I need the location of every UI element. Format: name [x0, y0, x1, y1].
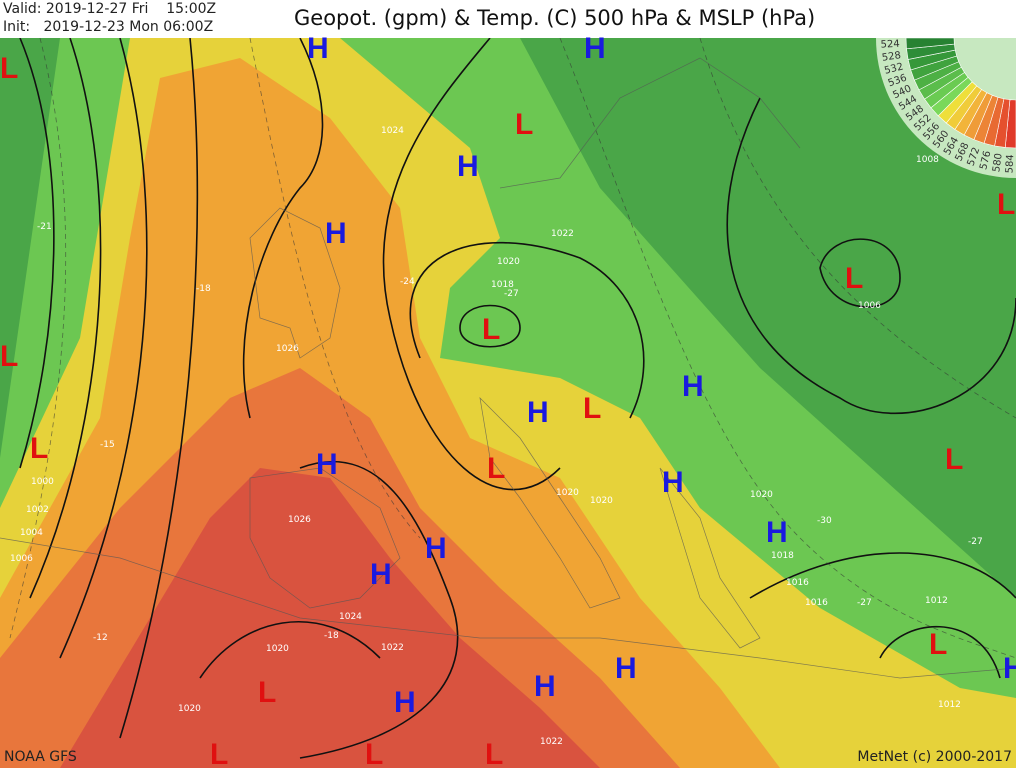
- low-pressure-center: L: [0, 340, 19, 373]
- contour-label: 1006: [10, 554, 33, 564]
- contour-label: 1020: [178, 704, 201, 714]
- contour-label: 1016: [786, 578, 809, 588]
- contour-label: 1026: [276, 344, 299, 354]
- contour-label: -24: [400, 277, 415, 287]
- low-pressure-center: L: [258, 676, 277, 709]
- contour-label: 1020: [590, 496, 613, 506]
- legend-swatch: [905, 38, 955, 50]
- high-pressure-center: H: [1003, 652, 1016, 685]
- data-source: NOAA GFS: [4, 749, 77, 765]
- contour-label: 1000: [31, 477, 54, 487]
- contour-label: 1016: [805, 598, 828, 608]
- contour-label: -18: [196, 284, 211, 294]
- high-pressure-center: H: [527, 396, 549, 429]
- low-pressure-center: L: [0, 52, 19, 85]
- contour-label: 1022: [551, 229, 574, 239]
- low-pressure-center: L: [515, 108, 534, 141]
- high-pressure-center: H: [425, 532, 447, 565]
- valid-time: Valid: 2019-12-27 Fri 15:00Z: [3, 1, 217, 17]
- low-pressure-center: L: [845, 262, 864, 295]
- high-pressure-center: H: [766, 516, 788, 549]
- legend-value: 584: [1004, 154, 1016, 174]
- contour-label: -27: [968, 537, 983, 547]
- weather-map: [0, 38, 1016, 768]
- contour-label: 1020: [556, 488, 579, 498]
- low-pressure-center: L: [485, 738, 504, 771]
- contour-label: -21: [37, 222, 52, 232]
- high-pressure-center: H: [615, 652, 637, 685]
- legend-value: 532: [883, 61, 904, 76]
- high-pressure-center: H: [457, 150, 479, 183]
- contour-label: 1020: [750, 490, 773, 500]
- contour-label: 1018: [771, 551, 794, 561]
- contour-label: 1018: [491, 280, 514, 290]
- legend-value: 580: [991, 152, 1005, 173]
- isobars: [19, 38, 1016, 759]
- copyright: MetNet (c) 2000-2017: [857, 749, 1012, 765]
- low-pressure-center: L: [487, 452, 506, 485]
- coastlines: [0, 57, 1016, 679]
- very-hot-band: [60, 468, 600, 768]
- contour-label: 1002: [26, 505, 49, 515]
- contour-label: 1022: [540, 737, 563, 747]
- low-pressure-center: L: [482, 313, 501, 346]
- high-pressure-center: H: [662, 466, 684, 499]
- contour-label: 1006: [858, 301, 881, 311]
- contour-label: 1004: [20, 528, 43, 538]
- contour-label: -30: [817, 516, 832, 526]
- contour-label: 1020: [266, 644, 289, 654]
- contour-label: -27: [504, 289, 519, 299]
- contour-label: 1012: [925, 596, 948, 606]
- contour-label: -12: [93, 633, 108, 643]
- legend-value: 528: [881, 50, 902, 64]
- contour-label: 1024: [339, 612, 362, 622]
- contour-label: 1020: [497, 257, 520, 267]
- contour-label: 1012: [938, 700, 961, 710]
- init-time: Init: 2019-12-23 Mon 06:00Z: [3, 19, 214, 35]
- high-pressure-center: H: [534, 670, 556, 703]
- temperature-contours: [9, 38, 1016, 659]
- low-pressure-center: L: [997, 188, 1016, 221]
- contour-label: -15: [100, 440, 115, 450]
- low-pressure-center: L: [945, 443, 964, 476]
- contour-label: 1026: [288, 515, 311, 525]
- high-pressure-center: H: [325, 217, 347, 250]
- high-pressure-center: H: [316, 448, 338, 481]
- high-pressure-center: H: [394, 686, 416, 719]
- color-legend: 584 580 576 572 568 564 560 556 552 548 544 540 536 5…: [870, 38, 1016, 178]
- high-pressure-center: H: [682, 370, 704, 403]
- low-pressure-center: L: [583, 392, 602, 425]
- header: Valid: 2019-12-27 Fri 15:00Z Init: 2019-…: [0, 0, 1016, 38]
- contour-label: -27: [857, 598, 872, 608]
- high-pressure-center: H: [307, 32, 329, 65]
- low-pressure-center: L: [210, 738, 229, 771]
- low-pressure-center: L: [30, 432, 49, 465]
- legend-value: 524: [880, 39, 900, 51]
- high-pressure-center: H: [370, 558, 392, 591]
- contour-label: 1024: [381, 126, 404, 136]
- high-pressure-center: H: [584, 32, 606, 65]
- contour-label: 1022: [381, 643, 404, 653]
- low-pressure-center: L: [365, 738, 384, 771]
- low-pressure-center: L: [929, 628, 948, 661]
- legend-wheel: 5845805765725685645605565525485445405365…: [876, 38, 1016, 178]
- contour-label: 1008: [916, 155, 939, 165]
- legend-value: 576: [978, 150, 993, 171]
- map-title: Geopot. (gpm) & Temp. (C) 500 hPa & MSLP…: [294, 6, 816, 30]
- contour-label: -18: [324, 631, 339, 641]
